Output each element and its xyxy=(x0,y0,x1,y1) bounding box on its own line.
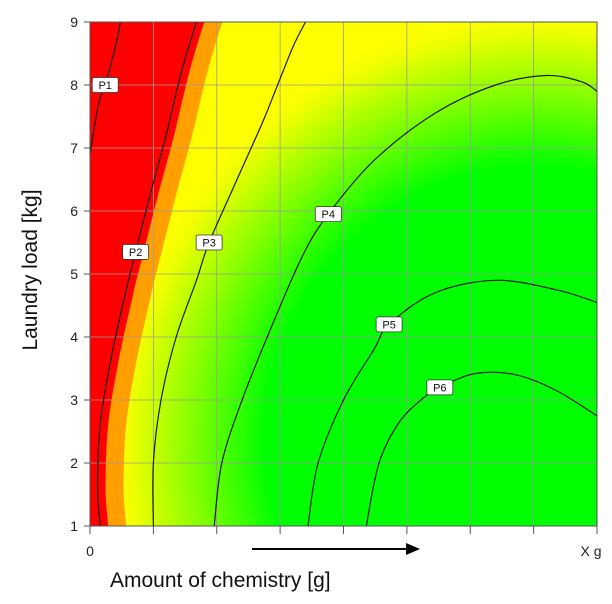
y-tick-label: 7 xyxy=(70,140,78,156)
contour-label-p1: P1 xyxy=(98,80,111,92)
y-tick-label: 4 xyxy=(70,329,78,345)
contour-label-p5: P5 xyxy=(382,319,395,331)
x-axis-ticks: 0 X g xyxy=(86,526,602,559)
contour-label-box xyxy=(91,77,119,93)
arrow-head-icon xyxy=(406,543,420,555)
y-tick-label: 5 xyxy=(70,266,78,282)
contour-label-p2: P2 xyxy=(129,247,142,259)
y-tick-label: 2 xyxy=(70,455,78,471)
contour-labels: P1 P2 P3 P4 P5 P6 xyxy=(91,77,454,396)
contour-label-box xyxy=(314,206,342,223)
y-axis-title: Laundry load [kg] xyxy=(19,189,42,350)
contour-label-p4: P4 xyxy=(322,209,335,221)
y-axis-ticks: 1 2 3 4 5 6 7 8 9 xyxy=(70,14,90,534)
contour-label-box xyxy=(122,244,150,260)
y-tick-label: 8 xyxy=(70,77,78,93)
contour-label-p6: P6 xyxy=(433,382,446,394)
plot-area: P1 P2 P3 P4 P5 P6 xyxy=(90,22,597,526)
contour-line-p4 xyxy=(213,74,597,526)
contour-line-p2 xyxy=(96,22,198,526)
y-tick-label: 1 xyxy=(70,518,78,534)
x-tick-label: 0 xyxy=(86,543,94,559)
contour-label-box xyxy=(195,234,223,251)
y-tick-label: 9 xyxy=(70,14,78,30)
contour-label-box xyxy=(375,316,403,333)
x-tick-label: X g xyxy=(580,543,601,559)
x-axis-title: Amount of chemistry [g] xyxy=(110,569,331,592)
contour-label-box xyxy=(426,379,454,396)
contour-label-p3: P3 xyxy=(202,238,215,250)
y-tick-label: 6 xyxy=(70,203,78,219)
grid xyxy=(90,22,597,526)
x-direction-arrow xyxy=(252,543,420,555)
y-tick-label: 3 xyxy=(70,392,78,408)
